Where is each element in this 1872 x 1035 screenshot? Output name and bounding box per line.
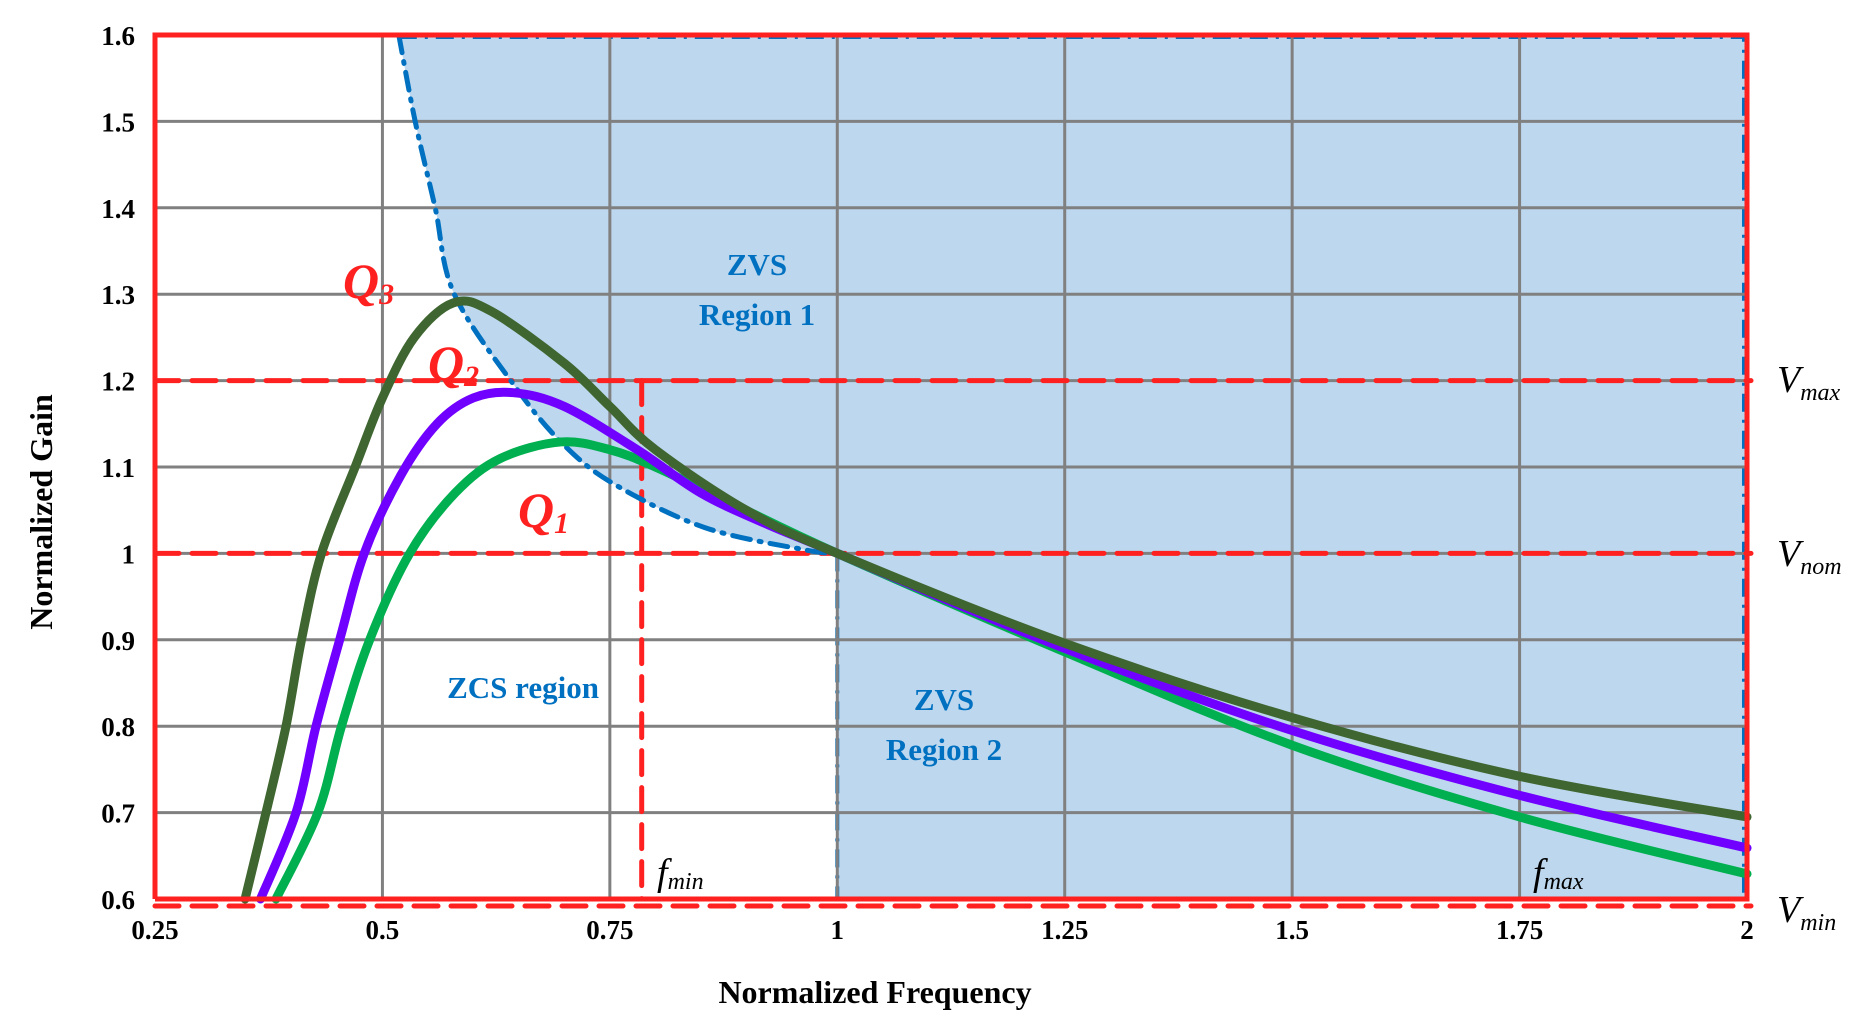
y-tick-label: 1.6 <box>101 21 135 51</box>
y-tick-label: 1.2 <box>101 367 135 397</box>
curve-q1 <box>271 437 1752 904</box>
vmin-label: Vmin <box>1777 889 1836 936</box>
x-axis-ticks: 0.25 0.5 0.75 1 1.25 1.5 1.75 2 <box>131 915 1753 945</box>
zvs-region-1-label: Region 1 <box>699 297 815 332</box>
gain-curves <box>240 296 1752 904</box>
vnom-label: Vnom <box>1777 533 1842 580</box>
reference-lines <box>152 378 1754 909</box>
y-tick-label: 0.8 <box>101 712 135 742</box>
y-tick-label: 1.5 <box>101 107 135 137</box>
y-tick-label: 0.7 <box>101 799 135 829</box>
x-tick-label: 1.75 <box>1496 915 1543 945</box>
y-tick-label: 0.6 <box>101 885 135 915</box>
x-tick-label: 1 <box>831 915 845 945</box>
fmin-label: fmin <box>657 852 704 895</box>
zvs-zcs-boundary <box>396 32 840 556</box>
zcs-region-label: ZCS region <box>447 670 599 705</box>
zvs-region-2-label: Region 2 <box>886 732 1002 767</box>
y-axis-title: Normalized Gain <box>23 394 59 630</box>
q1-label: Q1 <box>518 482 569 540</box>
y-tick-label: 1 <box>122 539 136 569</box>
x-tick-label: 0.5 <box>366 915 400 945</box>
y-tick-label: 1.4 <box>101 194 135 224</box>
y-axis-ticks: 0.6 0.7 0.8 0.9 1 1.1 1.2 1.3 1.4 1.5 1.6 <box>101 21 135 915</box>
x-axis-title: Normalized Frequency <box>718 974 1031 1010</box>
x-tick-label: 1.25 <box>1041 915 1088 945</box>
zvs-region-1-label: ZVS <box>727 247 787 282</box>
zvs-boundary-line <box>396 32 840 556</box>
q3-label: Q3 <box>343 253 394 311</box>
vmax-label: Vmax <box>1777 359 1841 406</box>
x-tick-label: 0.25 <box>131 915 178 945</box>
zvs-region-2-label: ZVS <box>914 682 974 717</box>
curve-q2 <box>256 387 1752 904</box>
plot-border <box>152 32 1750 902</box>
x-tick-label: 0.75 <box>586 915 633 945</box>
x-tick-label: 1.5 <box>1275 915 1309 945</box>
y-tick-label: 0.9 <box>101 626 135 656</box>
y-tick-label: 1.1 <box>101 453 135 483</box>
curve-q3 <box>240 296 1752 904</box>
q2-label: Q2 <box>428 335 479 393</box>
plot-frame <box>152 32 1750 902</box>
y-tick-label: 1.3 <box>101 280 135 310</box>
fmax-label: fmax <box>1533 852 1584 895</box>
x-tick-label: 2 <box>1740 915 1754 945</box>
